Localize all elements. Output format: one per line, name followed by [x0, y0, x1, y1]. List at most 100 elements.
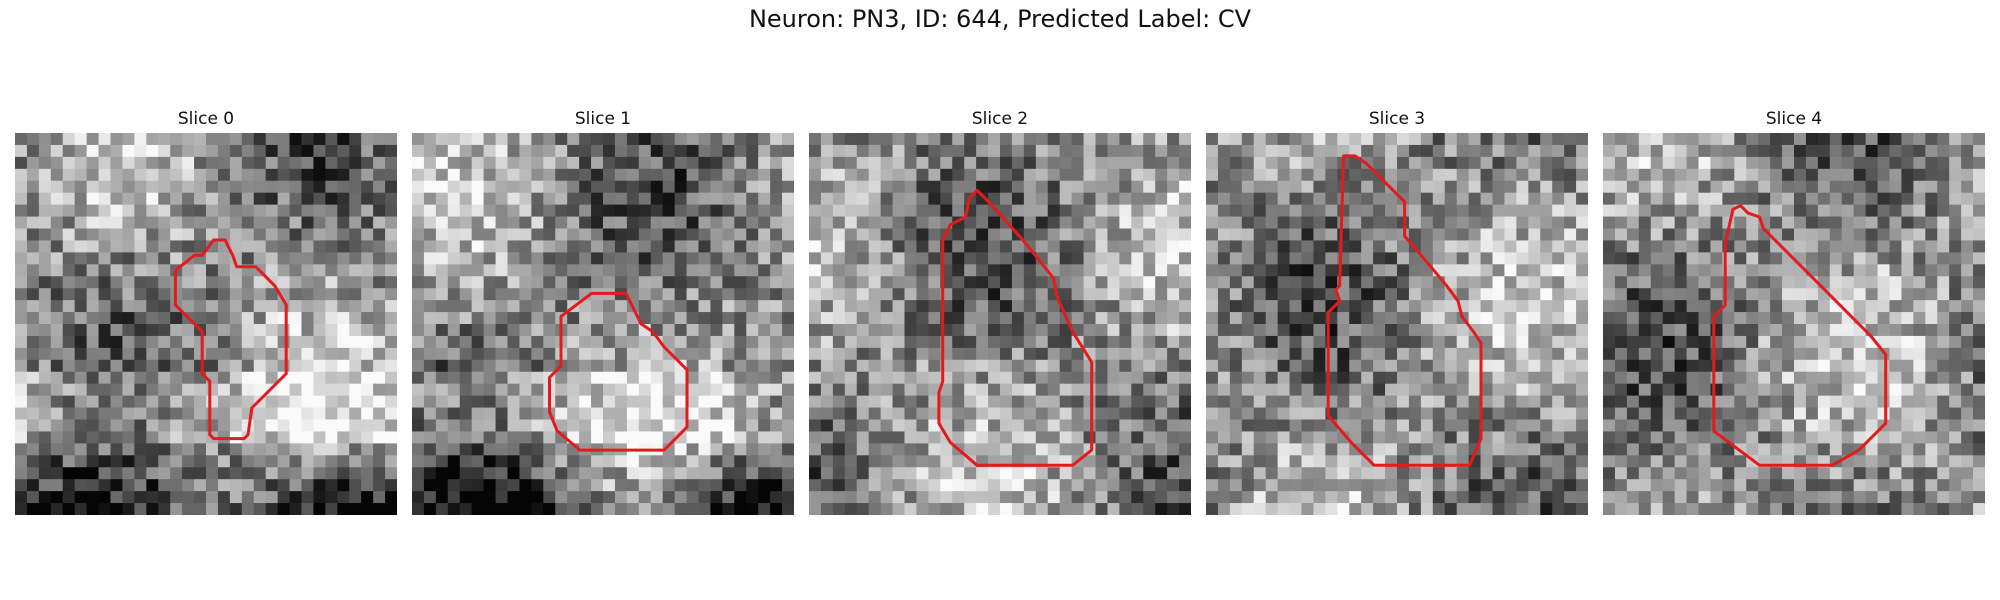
- pixel: [1794, 371, 1807, 385]
- pixel: [1385, 503, 1398, 515]
- pixel: [1179, 324, 1191, 337]
- pixel: [253, 443, 267, 456]
- pixel: [361, 467, 374, 480]
- pixel: [1167, 240, 1180, 253]
- pixel: [880, 216, 894, 229]
- pixel: [638, 276, 652, 289]
- pixel: [650, 240, 664, 253]
- pixel: [1650, 168, 1664, 182]
- pixel: [638, 168, 652, 182]
- pixel: [880, 503, 894, 515]
- pixel: [1674, 324, 1688, 337]
- pixel: [614, 479, 628, 492]
- pixel: [1349, 503, 1362, 515]
- pixel: [1829, 312, 1843, 325]
- pixel: [722, 359, 735, 373]
- pixel: [916, 479, 929, 492]
- pixel: [1817, 192, 1831, 206]
- pixel: [1107, 144, 1120, 158]
- pixel: [1782, 335, 1795, 349]
- pixel: [758, 324, 771, 337]
- pixel: [1179, 216, 1191, 229]
- pixel: [1179, 168, 1191, 182]
- pixel: [1650, 395, 1664, 409]
- pixel: [940, 133, 953, 146]
- pixel: [86, 288, 100, 301]
- pixel: [722, 407, 735, 420]
- pixel: [86, 264, 100, 277]
- pixel: [1504, 156, 1517, 170]
- pixel: [1373, 324, 1386, 337]
- pixel: [638, 407, 652, 420]
- pixel: [868, 371, 882, 385]
- pixel: [1925, 395, 1938, 409]
- pixel: [1782, 359, 1795, 373]
- pixel: [1794, 395, 1807, 409]
- pixel: [1937, 216, 1950, 229]
- pixel: [1949, 407, 1962, 420]
- pixel: [1638, 312, 1652, 325]
- pixel: [1397, 312, 1410, 325]
- pixel: [361, 264, 374, 277]
- pixel: [928, 479, 941, 492]
- pixel: [1432, 443, 1446, 456]
- pixel: [1143, 133, 1156, 146]
- pixel: [1361, 407, 1374, 420]
- pixel: [1841, 156, 1855, 170]
- pixel: [1241, 216, 1255, 229]
- pixel: [1794, 347, 1807, 361]
- pixel: [722, 216, 735, 229]
- pixel: [916, 300, 929, 313]
- pixel: [1277, 431, 1291, 444]
- pixel: [662, 288, 676, 301]
- pixel: [495, 133, 508, 146]
- pixel: [1155, 383, 1168, 397]
- pixel: [964, 359, 977, 373]
- pixel: [782, 133, 794, 146]
- pixel: [471, 192, 485, 206]
- pixel: [1179, 204, 1191, 218]
- pixel: [1071, 168, 1085, 182]
- pixel: [1722, 383, 1735, 397]
- pixel: [1552, 431, 1565, 444]
- pixel: [603, 240, 616, 253]
- pixel: [1229, 503, 1243, 515]
- pixel: [1313, 467, 1326, 480]
- pixel: [1456, 347, 1470, 361]
- pixel: [1925, 300, 1938, 313]
- pixel: [349, 204, 362, 218]
- pixel: [15, 503, 28, 515]
- pixel: [170, 216, 183, 229]
- pixel: [1035, 443, 1049, 456]
- pixel: [98, 144, 111, 158]
- pixel: [1516, 407, 1529, 420]
- pixel: [531, 383, 544, 397]
- slice-panel-1: Slice 1: [412, 107, 794, 515]
- pixel: [217, 407, 231, 420]
- pixel: [1528, 144, 1541, 158]
- pixel: [206, 383, 219, 397]
- pixel: [412, 133, 425, 146]
- pixel: [412, 419, 425, 432]
- pixel: [1047, 419, 1061, 432]
- pixel: [698, 395, 711, 409]
- pixel: [543, 467, 556, 480]
- pixel: [1889, 312, 1902, 325]
- pixel: [976, 395, 989, 409]
- pixel: [1444, 324, 1458, 337]
- pixel: [1155, 335, 1168, 349]
- pixel: [698, 276, 711, 289]
- pixel: [1265, 479, 1279, 492]
- pixel: [349, 455, 362, 468]
- pixel: [1107, 312, 1120, 325]
- pixel: [686, 288, 699, 301]
- pixel: [1361, 300, 1374, 313]
- pixel: [1504, 192, 1517, 206]
- pixel: [241, 288, 255, 301]
- pixel: [1603, 168, 1616, 182]
- pixel: [782, 324, 794, 337]
- pixel: [158, 419, 171, 432]
- pixel: [770, 144, 783, 158]
- pixel: [253, 276, 267, 289]
- pixel: [976, 467, 989, 480]
